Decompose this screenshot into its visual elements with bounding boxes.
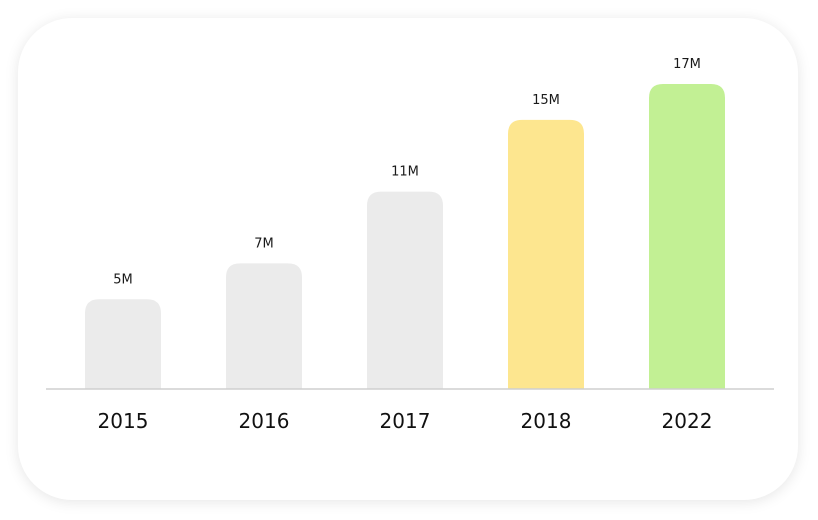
value-label-2017: 11M <box>391 165 419 180</box>
bar-2022 <box>649 84 725 389</box>
value-label-2018: 15M <box>532 93 560 108</box>
x-tick-label-2022: 2022 <box>662 409 713 433</box>
bar-2015 <box>85 299 161 389</box>
x-tick-labels-group: 2015 2016 2017 2018 2022 <box>98 409 713 433</box>
value-label-2022: 17M <box>673 57 701 72</box>
bar-2016 <box>226 263 302 389</box>
value-label-2015: 5M <box>113 272 133 287</box>
value-labels-group: 5M 7M 11M 15M 17M <box>113 57 701 287</box>
value-label-2016: 7M <box>254 236 274 251</box>
x-tick-label-2017: 2017 <box>380 409 431 433</box>
x-tick-label-2015: 2015 <box>98 409 149 433</box>
bar-2017 <box>367 191 443 389</box>
x-tick-label-2016: 2016 <box>239 409 290 433</box>
bars-group <box>85 84 725 389</box>
bar-2018 <box>508 119 584 389</box>
x-tick-label-2018: 2018 <box>521 409 572 433</box>
